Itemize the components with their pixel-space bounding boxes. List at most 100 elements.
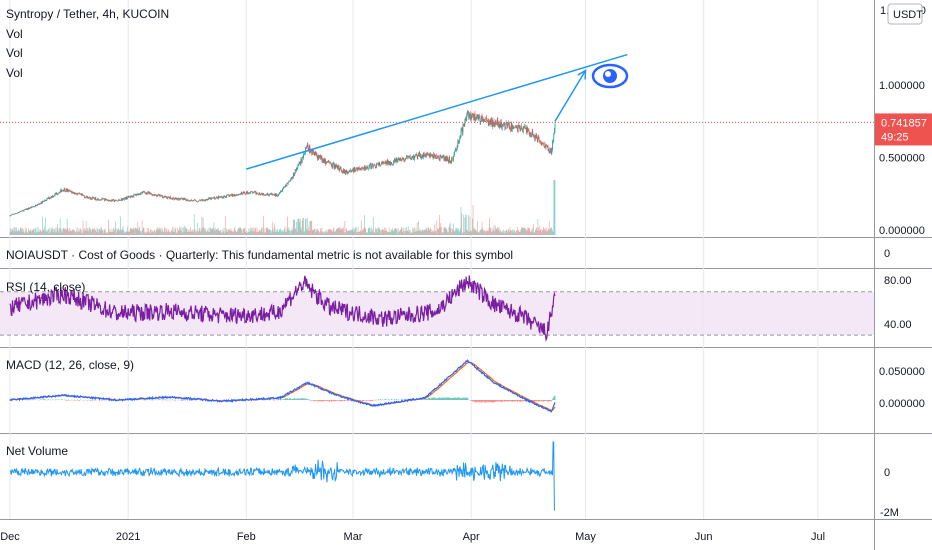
volume-bar: [401, 227, 403, 235]
volume-bar: [386, 230, 388, 235]
candle: [550, 147, 552, 156]
candle: [253, 191, 255, 194]
volume-bar: [23, 231, 25, 235]
volume-bar: [325, 231, 327, 235]
candle: [94, 198, 95, 200]
candle: [428, 153, 430, 159]
macd-hist-bar: [172, 399, 174, 400]
volume-bar: [195, 232, 197, 235]
volume-bar: [120, 229, 122, 235]
macd-hist-bar: [479, 400, 480, 403]
volume-bar: [135, 227, 137, 235]
macd-hist-bar: [108, 400, 109, 401]
volume-bar: [488, 227, 490, 235]
volume-bar: [67, 227, 69, 235]
candle: [541, 141, 543, 146]
volume-bar: [528, 228, 530, 235]
volume-bar: [537, 219, 539, 235]
volume-bar: [426, 227, 428, 235]
candle: [351, 170, 353, 173]
volume-bar: [192, 229, 194, 235]
volume-bar: [46, 229, 48, 235]
volume-bar: [385, 228, 387, 235]
candle: [39, 203, 41, 205]
macd-hist-bar: [535, 400, 537, 401]
volume-bar: [134, 229, 135, 235]
volume-bar: [526, 229, 528, 235]
candle: [507, 122, 509, 129]
time-axis[interactable]: Dec 2021 Feb Mar Apr May Jun Jul: [0, 531, 825, 543]
net-volume-pane[interactable]: Net Volume 0 -2M: [6, 441, 899, 519]
volume-bar: [229, 228, 231, 235]
macd-hist-bar: [443, 397, 445, 400]
volume-bar: [433, 224, 435, 235]
volume-bar: [546, 231, 548, 235]
price-axis[interactable]: 1.500000 USDT 1.000000 0.500000 0.000000…: [875, 3, 932, 237]
cost-of-goods-pane[interactable]: NOIAUSDT · Cost of Goods · Quarterly: Th…: [6, 248, 890, 262]
volume-bar: [389, 231, 391, 235]
volume-bar: [175, 227, 177, 235]
candle: [403, 157, 405, 163]
volume-bar: [308, 221, 310, 235]
volume-bar: [360, 230, 362, 235]
candle: [477, 114, 479, 122]
macd-hist-bar: [428, 397, 430, 400]
volume-bar: [288, 227, 290, 235]
trendline[interactable]: [246, 53, 628, 170]
price-pane[interactable]: Syntropy / Tether, 4h, KUCOIN Vol Vol Vo…: [0, 7, 874, 235]
volume-bars: [9, 180, 556, 235]
volume-bar: [57, 223, 59, 235]
candle: [271, 193, 273, 196]
macd-hist-bar: [440, 398, 442, 400]
volume-bar: [486, 230, 487, 235]
macd-hist-bar: [503, 400, 504, 401]
candle: [222, 196, 224, 199]
candle: [379, 164, 381, 167]
volume-bar: [193, 214, 195, 235]
volume-bar: [71, 229, 73, 235]
axis-settings-button[interactable]: [875, 520, 932, 550]
volume-bar: [94, 230, 96, 235]
macd-hist-bar: [552, 397, 554, 400]
macd-hist-bar: [159, 399, 161, 400]
candle: [314, 151, 316, 157]
candle: [181, 197, 182, 200]
candle: [95, 196, 97, 201]
macd-hist-bar: [510, 400, 512, 402]
candle: [425, 153, 426, 158]
candle: [266, 192, 268, 196]
candle: [376, 162, 377, 169]
volume-bar: [64, 229, 66, 235]
candle: [185, 199, 187, 202]
macd-pane[interactable]: MACD (12, 26, close, 9) 0.050000 0.00000…: [6, 358, 925, 413]
volume-bar: [111, 232, 113, 235]
candle: [463, 123, 464, 127]
rsi-pane[interactable]: RSI (14, close) 80.00 40.00: [0, 275, 912, 343]
candle: [294, 169, 296, 175]
currency-button[interactable]: USDT: [887, 3, 923, 25]
macd-hist-bar: [272, 399, 274, 400]
volume-bar: [549, 229, 551, 235]
volume-bar: [35, 227, 37, 235]
volume-bar: [12, 227, 14, 235]
volume-bar: [553, 180, 555, 235]
volume-bar: [449, 222, 451, 235]
candle: [494, 122, 496, 128]
volume-bar: [171, 231, 173, 235]
candle: [183, 197, 184, 201]
macd-hist-bar: [471, 400, 473, 401]
volume-bar: [201, 216, 203, 235]
volume-bar: [529, 228, 531, 235]
volume-bar: [297, 218, 299, 235]
arrow-drawing[interactable]: [554, 69, 587, 122]
candle: [114, 200, 116, 203]
candle: [529, 132, 531, 138]
candle: [16, 213, 18, 214]
macd-hist-bar: [33, 399, 34, 400]
vol-legend-1: Vol: [6, 27, 23, 41]
svg-text:USDT: USDT: [893, 9, 923, 21]
macd-hist-bar: [499, 400, 501, 402]
volume-bar: [110, 228, 112, 235]
candle: [430, 152, 431, 159]
candle: [504, 123, 506, 131]
